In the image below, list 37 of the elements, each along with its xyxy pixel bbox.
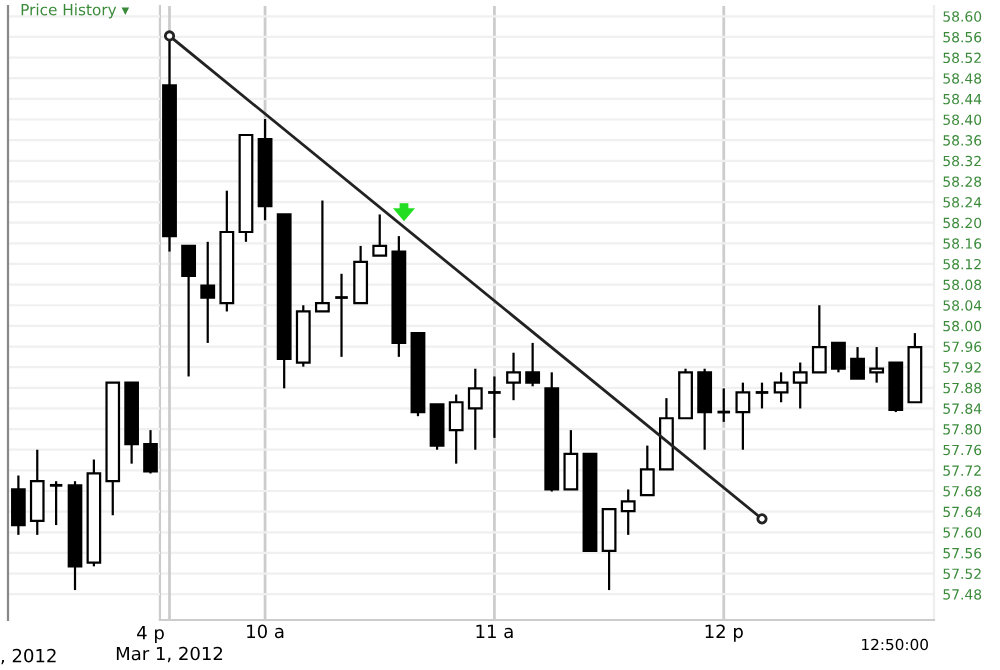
candlestick [831,341,846,374]
candlestick [601,507,617,592]
ref-line-label: Mar 1, 2012 [116,646,223,663]
candlestick [506,351,521,402]
candlestick [811,304,827,374]
candlestick [773,371,789,404]
candlestick [448,393,464,465]
candlestick [200,240,216,345]
candlestick [372,213,388,257]
x-tick-label: 11 a [476,624,513,639]
candlestick [792,361,808,410]
candlestick [888,361,904,414]
x-tick-label: 10 a [247,624,284,639]
x-tick-label: 12 p [705,624,743,642]
candlestick [429,403,445,451]
candlestick [11,474,26,536]
candlestick [143,429,158,475]
candlestick [29,448,45,536]
candlestick [678,367,693,420]
candlestick [869,345,885,384]
candlestick [181,244,197,378]
candlestick [48,480,64,527]
text: 4 p [137,626,164,644]
candlestick [697,367,713,451]
candlestick [754,381,770,410]
candlestick [486,375,503,439]
candlestick [850,345,865,380]
candlestick [314,199,330,313]
candlestick [525,341,541,388]
candlestick [467,367,483,451]
candlestick [620,488,636,536]
candlestick [333,272,350,358]
candlestick [563,429,579,491]
candlestick [639,444,655,497]
candlestick [353,244,369,305]
text: , 2012 [1,648,56,665]
candlestick [735,381,751,451]
